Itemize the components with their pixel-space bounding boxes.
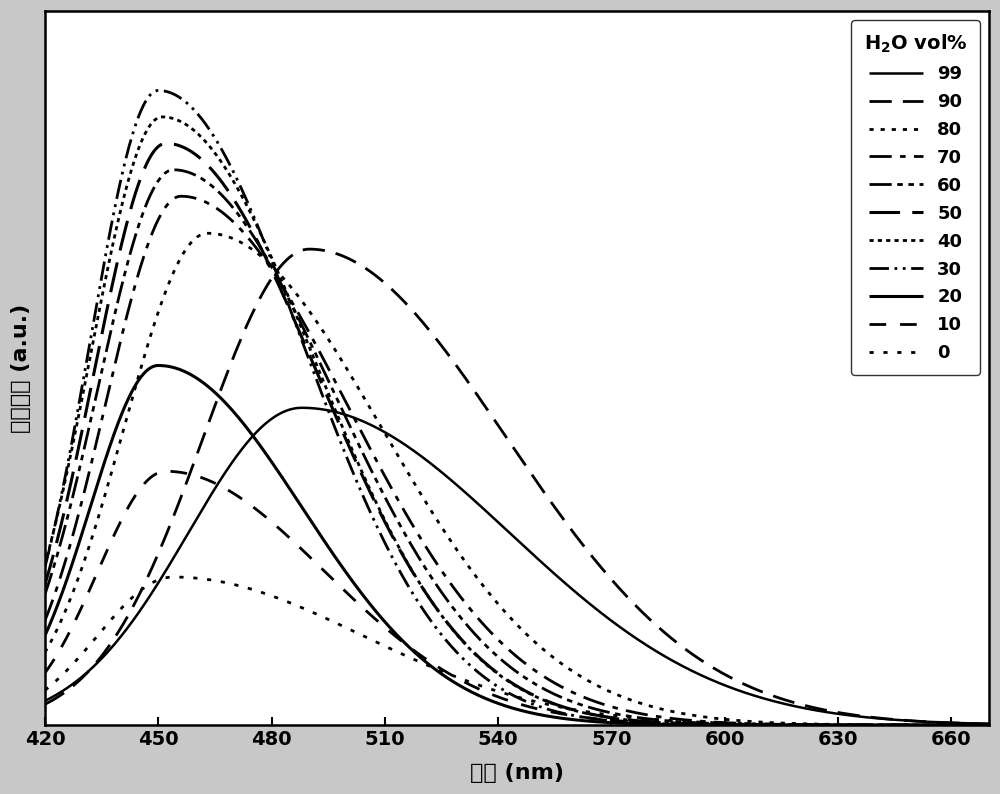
X-axis label: 波长 (nm): 波长 (nm) — [470, 763, 564, 783]
Legend: 99, 90, 80, 70, 60, 50, 40, 30, 20, 10, 0: 99, 90, 80, 70, 60, 50, 40, 30, 20, 10, … — [851, 20, 980, 375]
Y-axis label: 荧光强度 (a.u.): 荧光强度 (a.u.) — [11, 303, 31, 433]
